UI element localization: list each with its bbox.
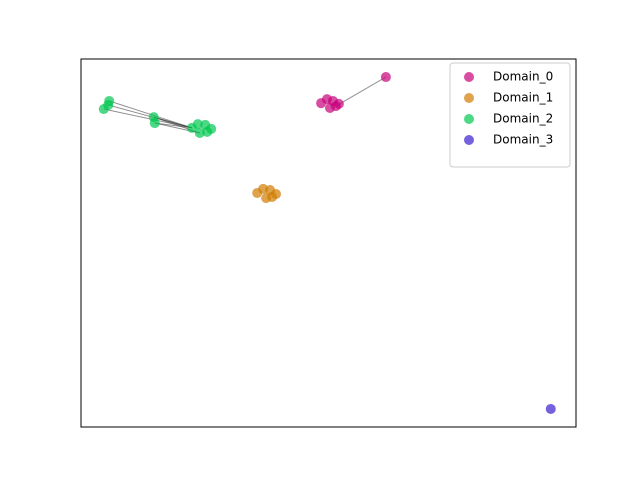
legend-label: Domain_3 — [493, 133, 553, 147]
point — [149, 118, 160, 129]
legend-label: Domain_1 — [493, 91, 553, 105]
point — [380, 72, 391, 83]
legend-marker — [464, 72, 474, 82]
legend-marker — [464, 93, 474, 103]
plot-area — [98, 72, 556, 414]
point — [192, 119, 203, 130]
legend-label: Domain_2 — [493, 112, 553, 126]
point — [202, 126, 213, 137]
legend-label: Domain_0 — [493, 70, 553, 84]
point — [545, 403, 556, 414]
edge — [335, 76, 387, 107]
legend-box — [449, 62, 571, 168]
point — [267, 192, 278, 202]
point — [330, 101, 341, 112]
legend-marker — [464, 114, 474, 124]
point — [98, 104, 109, 115]
point — [194, 127, 205, 138]
legend-marker — [464, 135, 474, 145]
legend: Domain_0 Domain_1 Domain_2 Domain_3 — [449, 62, 571, 168]
axes-frame — [80, 58, 577, 428]
edge — [154, 122, 192, 129]
